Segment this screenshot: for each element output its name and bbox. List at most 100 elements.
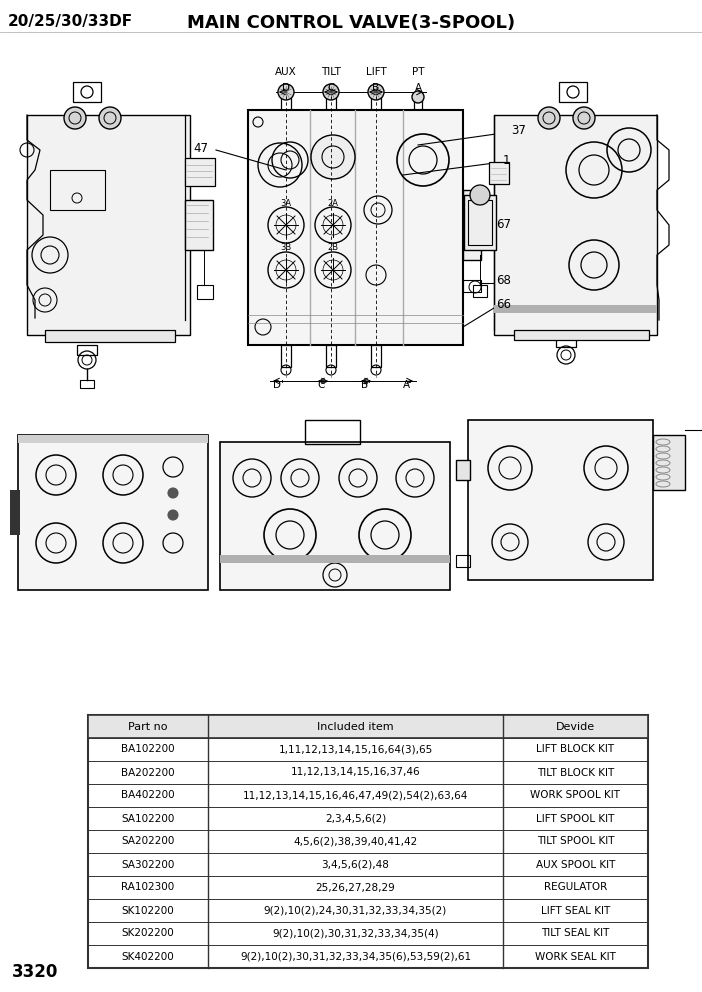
- Bar: [27, 115, 190, 335]
- Bar: [414, 100, 422, 110]
- Text: 20/25/30/33DF: 20/25/30/33DF: [8, 14, 133, 29]
- Circle shape: [368, 84, 384, 100]
- Bar: [10, 490, 20, 535]
- Text: 2,3,4,5,6(2): 2,3,4,5,6(2): [325, 813, 386, 823]
- Text: MAIN CONTROL VALVE(3-SPOOL): MAIN CONTROL VALVE(3-SPOOL): [187, 14, 515, 32]
- Bar: [371, 96, 381, 110]
- Bar: [464, 195, 496, 250]
- Text: B: B: [373, 83, 380, 93]
- Text: C: C: [327, 83, 335, 93]
- Bar: [220, 442, 450, 590]
- Bar: [559, 82, 587, 102]
- Text: A: A: [414, 83, 422, 93]
- Bar: [371, 345, 381, 367]
- Circle shape: [168, 510, 178, 520]
- Text: WORK SPOOL KIT: WORK SPOOL KIT: [531, 791, 621, 801]
- Bar: [494, 305, 657, 313]
- Circle shape: [278, 84, 294, 100]
- Text: REGULATOR: REGULATOR: [544, 883, 607, 893]
- Bar: [653, 435, 685, 490]
- Text: 1,11,12,13,14,15,16,64(3),65: 1,11,12,13,14,15,16,64(3),65: [279, 745, 432, 755]
- Bar: [50, 170, 105, 210]
- Text: 25,26,27,28,29: 25,26,27,28,29: [316, 883, 395, 893]
- Text: SK102200: SK102200: [121, 906, 174, 916]
- Bar: [281, 96, 291, 110]
- Text: Included item: Included item: [317, 721, 394, 731]
- Bar: [73, 82, 101, 102]
- Bar: [326, 345, 336, 367]
- Text: 11,12,13,14,15,16,46,47,49(2),54(2),63,64: 11,12,13,14,15,16,46,47,49(2),54(2),63,6…: [243, 791, 468, 801]
- Text: SA302200: SA302200: [121, 859, 175, 870]
- Bar: [197, 285, 213, 299]
- Text: 47: 47: [193, 142, 208, 155]
- Bar: [463, 190, 481, 260]
- Text: LIFT: LIFT: [366, 67, 386, 77]
- Text: 37: 37: [511, 123, 526, 137]
- Text: 66: 66: [496, 299, 511, 311]
- Bar: [18, 435, 208, 590]
- Bar: [80, 380, 94, 388]
- Text: B': B': [361, 380, 371, 390]
- Text: LIFT SPOOL KIT: LIFT SPOOL KIT: [536, 813, 615, 823]
- Text: BA202200: BA202200: [121, 768, 175, 778]
- Bar: [468, 420, 653, 580]
- Text: SA102200: SA102200: [121, 813, 175, 823]
- Bar: [514, 330, 649, 340]
- Text: 3A: 3A: [280, 198, 291, 207]
- Circle shape: [412, 91, 424, 103]
- Bar: [326, 96, 336, 110]
- Circle shape: [470, 185, 490, 205]
- Circle shape: [538, 107, 560, 129]
- Circle shape: [323, 84, 339, 100]
- Text: SK402200: SK402200: [121, 951, 174, 961]
- Text: 3,4,5,6(2),48: 3,4,5,6(2),48: [322, 859, 390, 870]
- Bar: [468, 200, 492, 245]
- Text: 67: 67: [496, 218, 511, 231]
- Circle shape: [64, 107, 86, 129]
- Bar: [456, 555, 470, 567]
- Text: 3320: 3320: [12, 963, 58, 981]
- Bar: [556, 337, 576, 347]
- Text: PT: PT: [412, 67, 424, 77]
- Text: 2B: 2B: [327, 243, 338, 253]
- Text: 68: 68: [496, 274, 511, 287]
- Bar: [463, 280, 481, 292]
- Text: RA102300: RA102300: [121, 883, 175, 893]
- Text: AUX SPOOL KIT: AUX SPOOL KIT: [536, 859, 615, 870]
- Text: BA102200: BA102200: [121, 745, 175, 755]
- Text: D': D': [272, 380, 284, 390]
- Circle shape: [573, 107, 595, 129]
- Bar: [494, 115, 657, 335]
- Bar: [220, 555, 450, 563]
- Text: 3B: 3B: [280, 243, 291, 253]
- Bar: [456, 460, 470, 480]
- Text: TILT SPOOL KIT: TILT SPOOL KIT: [537, 836, 614, 846]
- Text: 2A: 2A: [328, 198, 338, 207]
- Bar: [45, 330, 175, 342]
- Bar: [305, 420, 360, 444]
- Circle shape: [99, 107, 121, 129]
- Text: Devide: Devide: [556, 721, 595, 731]
- Text: SK202200: SK202200: [121, 929, 174, 938]
- Text: LIFT SEAL KIT: LIFT SEAL KIT: [541, 906, 610, 916]
- Text: Part no: Part no: [128, 721, 168, 731]
- Bar: [473, 285, 487, 297]
- Text: 9(2),10(2),30,31,32,33,34,35(6),53,59(2),61: 9(2),10(2),30,31,32,33,34,35(6),53,59(2)…: [240, 951, 471, 961]
- Bar: [185, 200, 213, 250]
- Text: BA402200: BA402200: [121, 791, 175, 801]
- Text: A': A': [403, 380, 413, 390]
- Bar: [185, 158, 215, 186]
- Circle shape: [311, 135, 355, 179]
- Bar: [77, 345, 97, 355]
- Text: TILT SEAL KIT: TILT SEAL KIT: [541, 929, 610, 938]
- Text: TILT: TILT: [321, 67, 341, 77]
- Text: 9(2),10(2),30,31,32,33,34,35(4): 9(2),10(2),30,31,32,33,34,35(4): [272, 929, 439, 938]
- Bar: [88, 715, 648, 738]
- Text: 9(2),10(2),24,30,31,32,33,34,35(2): 9(2),10(2),24,30,31,32,33,34,35(2): [264, 906, 447, 916]
- Bar: [18, 435, 208, 443]
- Text: D: D: [282, 83, 290, 93]
- Text: TILT BLOCK KIT: TILT BLOCK KIT: [537, 768, 614, 778]
- Bar: [248, 110, 463, 345]
- Bar: [88, 715, 648, 738]
- Text: WORK SEAL KIT: WORK SEAL KIT: [535, 951, 616, 961]
